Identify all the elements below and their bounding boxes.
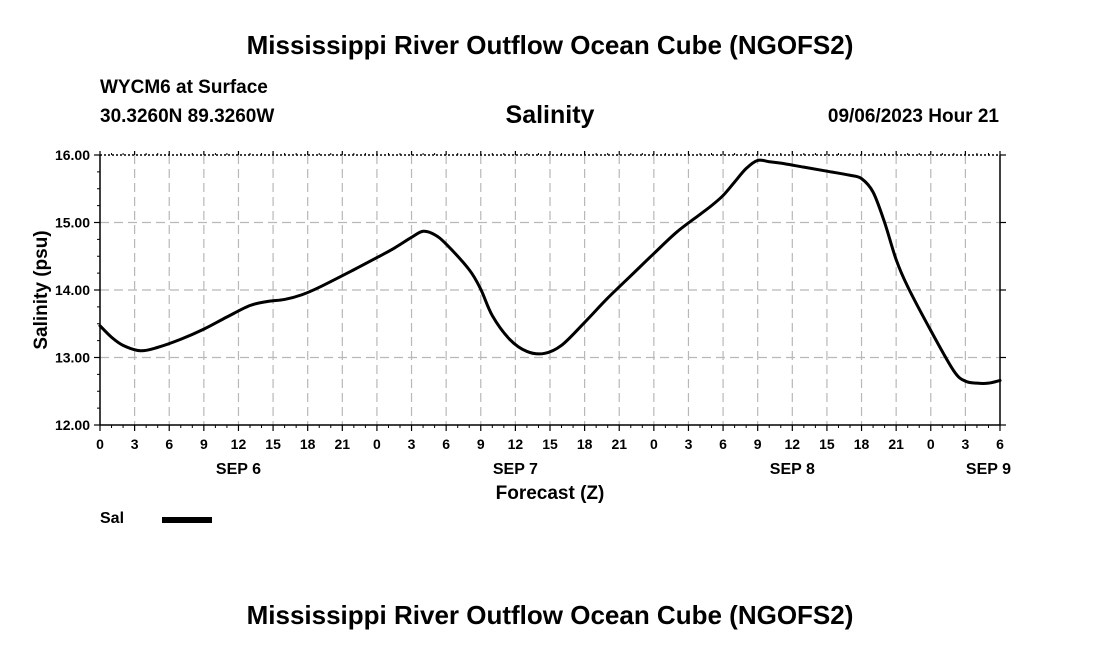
x-tick-label: 12: [785, 436, 801, 452]
x-tick-label: 21: [611, 436, 627, 452]
x-tick-label: 15: [819, 436, 835, 452]
x-tick-label: 0: [650, 436, 658, 452]
x-tick-label: 21: [888, 436, 904, 452]
x-tick-label: 6: [996, 436, 1004, 452]
legend-line-swatch: [162, 517, 212, 523]
station-label: WYCM6 at Surface: [100, 77, 268, 98]
x-tick-label: 18: [577, 436, 593, 452]
x-tick-label: 0: [927, 436, 935, 452]
x-tick-label: 6: [442, 436, 450, 452]
x-axis-label: Forecast (Z): [495, 483, 605, 504]
y-tick-label: 15.00: [55, 215, 90, 231]
x-tick-label: 0: [373, 436, 381, 452]
x-tick-label: 3: [961, 436, 969, 452]
x-tick-label: 9: [200, 436, 208, 452]
footer-title: Mississippi River Outflow Ocean Cube (NG…: [246, 600, 854, 630]
salinity-series-line: [98, 158, 1002, 385]
y-tick-label: 13.00: [55, 350, 90, 366]
x-tick-label: 9: [754, 436, 762, 452]
y-tick-label: 12.00: [55, 417, 90, 433]
forecast-datetime: 09/06/2023 Hour 21: [827, 106, 999, 127]
x-tick-label: 3: [131, 436, 139, 452]
legend-label: Sal: [100, 510, 125, 527]
chart-title: Mississippi River Outflow Ocean Cube (NG…: [246, 30, 854, 60]
x-tick-label: 0: [96, 436, 104, 452]
x-tick-label: 9: [477, 436, 485, 452]
coordinates-label: 30.3260N 89.3260W: [100, 106, 275, 127]
x-tick-label: 6: [719, 436, 727, 452]
x-tick-label: 12: [231, 436, 247, 452]
x-tick-label: 6: [165, 436, 173, 452]
x-tick-label: 15: [542, 436, 558, 452]
x-tick-label: 15: [265, 436, 281, 452]
y-tick-label: 16.00: [55, 147, 90, 163]
date-label: SEP 9: [966, 461, 1011, 478]
date-label: SEP 6: [216, 461, 261, 478]
x-tick-label: 18: [854, 436, 870, 452]
x-tick-label: 3: [685, 436, 693, 452]
date-label: SEP 8: [770, 461, 815, 478]
x-tick-label: 18: [300, 436, 316, 452]
x-tick-label: 12: [508, 436, 524, 452]
x-tick-label: 21: [335, 436, 351, 452]
x-tick-label: 3: [408, 436, 416, 452]
chart-subtitle: Salinity: [505, 101, 595, 129]
date-label: SEP 7: [493, 461, 538, 478]
y-tick-label: 14.00: [55, 282, 90, 298]
